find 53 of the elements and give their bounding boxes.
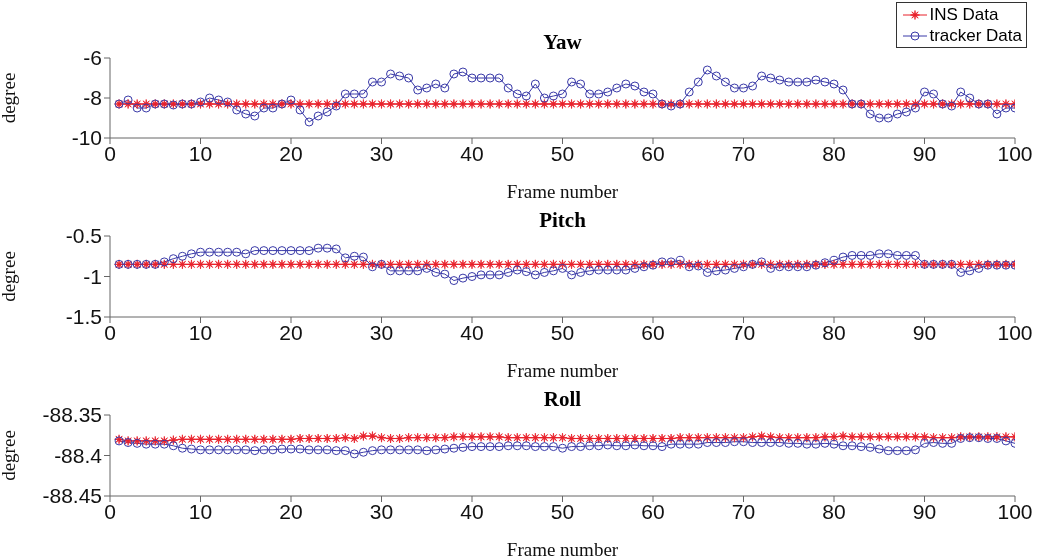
x-tick-label: 100 (997, 320, 1033, 344)
x-tick-label: 30 (369, 320, 394, 344)
x-tick-label: 90 (912, 499, 937, 523)
chart-title: Yaw (543, 30, 582, 54)
legend-label: tracker Data (929, 25, 1022, 46)
x-tick-label: 70 (731, 320, 756, 344)
y-tick-label: -8 (83, 86, 102, 110)
x-tick-label: 10 (188, 320, 213, 344)
x-tick-label: 50 (550, 141, 575, 165)
y-tick-label: -10 (71, 126, 102, 150)
y-tick-label: -88.4 (54, 443, 103, 467)
x-tick-label: 40 (460, 499, 484, 523)
x-tick-label: 50 (550, 320, 575, 344)
x-tick-label: 60 (641, 141, 665, 165)
y-tick-label: -1.5 (65, 305, 102, 329)
x-tick-label: 40 (460, 141, 484, 165)
x-axis-title: Frame number (506, 181, 619, 202)
x-tick-label: 0 (104, 141, 116, 165)
x-tick-label: 50 (550, 499, 575, 523)
legend-label: INS Data (929, 4, 999, 25)
x-tick-label: 90 (912, 320, 937, 344)
x-axis-title: Frame number (506, 360, 619, 381)
x-tick-label: 80 (822, 499, 846, 523)
x-tick-label: 40 (460, 320, 484, 344)
chart-title: Pitch (538, 208, 587, 233)
x-tick-label: 20 (279, 141, 303, 165)
x-tick-label: 0 (104, 499, 116, 523)
x-tick-label: 60 (641, 320, 665, 344)
x-tick-label: 20 (279, 499, 303, 523)
x-tick-label: 60 (641, 499, 665, 523)
x-tick-label: 10 (188, 141, 213, 165)
y-axis-title: degree (0, 430, 19, 481)
x-axis-title: Frame number (506, 539, 619, 559)
x-tick-label: 20 (279, 320, 303, 344)
x-tick-label: 70 (731, 141, 756, 165)
y-tick-label: -6 (83, 46, 102, 70)
x-tick-label: 100 (997, 141, 1033, 165)
y-axis-title: degree (0, 72, 19, 124)
chart-title: Roll (542, 387, 583, 412)
x-tick-label: 90 (912, 141, 937, 165)
y-tick-label: -88.45 (42, 484, 102, 508)
x-tick-label: 80 (822, 141, 846, 165)
x-tick-label: 10 (188, 499, 213, 523)
x-tick-label: 30 (369, 141, 394, 165)
y-tick-label: -1 (83, 264, 102, 288)
x-tick-label: 70 (731, 499, 756, 523)
y-tick-label: -88.35 (42, 403, 102, 427)
x-tick-label: 30 (369, 499, 394, 523)
y-tick-label: -0.5 (65, 224, 102, 248)
x-tick-label: 100 (997, 499, 1033, 523)
x-tick-label: 80 (822, 320, 846, 344)
y-axis-title: degree (0, 251, 19, 302)
x-tick-label: 0 (104, 320, 116, 344)
